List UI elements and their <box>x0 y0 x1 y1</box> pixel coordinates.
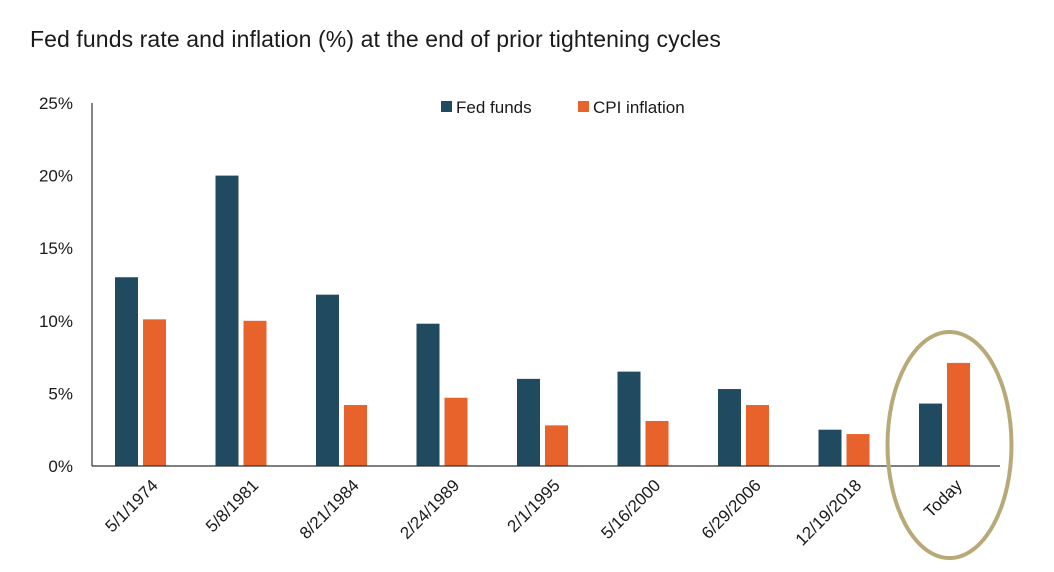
x-tick-label: 2/24/1989 <box>396 476 463 543</box>
y-tick-label: 5% <box>48 384 73 403</box>
x-tick-label: 5/8/1981 <box>202 476 262 536</box>
x-tick-label: Today <box>920 476 966 522</box>
x-tick-label: 12/19/2018 <box>792 476 866 550</box>
legend-cpi-inflation-swatch <box>578 101 589 112</box>
bar-fed-funds <box>215 175 239 466</box>
chart-title: Fed funds rate and inflation (%) at the … <box>30 26 722 52</box>
x-tick-label: 6/29/2006 <box>698 476 765 543</box>
bar-cpi-inflation <box>746 405 769 466</box>
bar-cpi-inflation <box>344 405 367 466</box>
x-tick-label: 5/1/1974 <box>102 476 162 536</box>
bar-fed-funds <box>718 389 741 466</box>
bar-cpi-inflation <box>243 320 267 466</box>
x-axis-ticks: 5/1/1974 5/8/1981 8/21/1984 2/24/1989 2/1/19… <box>102 476 967 550</box>
bar-fed-funds <box>919 403 942 466</box>
axes <box>91 103 1000 467</box>
bar-cpi-inflation <box>947 362 970 466</box>
legend: Fed funds CPI inflation <box>441 98 685 117</box>
highlight-ellipse <box>885 330 1014 560</box>
y-axis-ticks: 0% 5% 10% 15% 20% 25% <box>39 94 73 476</box>
bar-cpi-inflation <box>444 397 468 466</box>
highlight-group <box>885 330 1014 560</box>
bar-cpi-inflation <box>645 420 669 466</box>
bar-fed-funds <box>517 378 540 466</box>
bar-fed-funds <box>316 294 339 466</box>
y-tick-label: 20% <box>39 167 73 186</box>
legend-fed-funds-label: Fed funds <box>456 98 532 117</box>
bar-fed-funds <box>617 371 641 466</box>
x-tick-label: 8/21/1984 <box>296 476 363 543</box>
legend-cpi-inflation-label: CPI inflation <box>593 98 685 117</box>
bars <box>115 175 970 466</box>
x-tick-label: 2/1/1995 <box>504 476 564 536</box>
bar-fed-funds <box>416 323 440 466</box>
bar-cpi-inflation <box>846 434 870 466</box>
x-tick-label: 5/16/2000 <box>597 476 664 543</box>
bar-cpi-inflation <box>143 319 166 466</box>
bar-cpi-inflation <box>545 425 568 466</box>
bar-fed-funds <box>115 277 138 466</box>
y-tick-label: 25% <box>39 94 73 113</box>
bar-fed-funds <box>818 429 842 466</box>
y-tick-label: 10% <box>39 312 73 331</box>
legend-fed-funds-swatch <box>441 101 452 112</box>
y-tick-label: 15% <box>39 239 73 258</box>
y-tick-label: 0% <box>48 457 73 476</box>
